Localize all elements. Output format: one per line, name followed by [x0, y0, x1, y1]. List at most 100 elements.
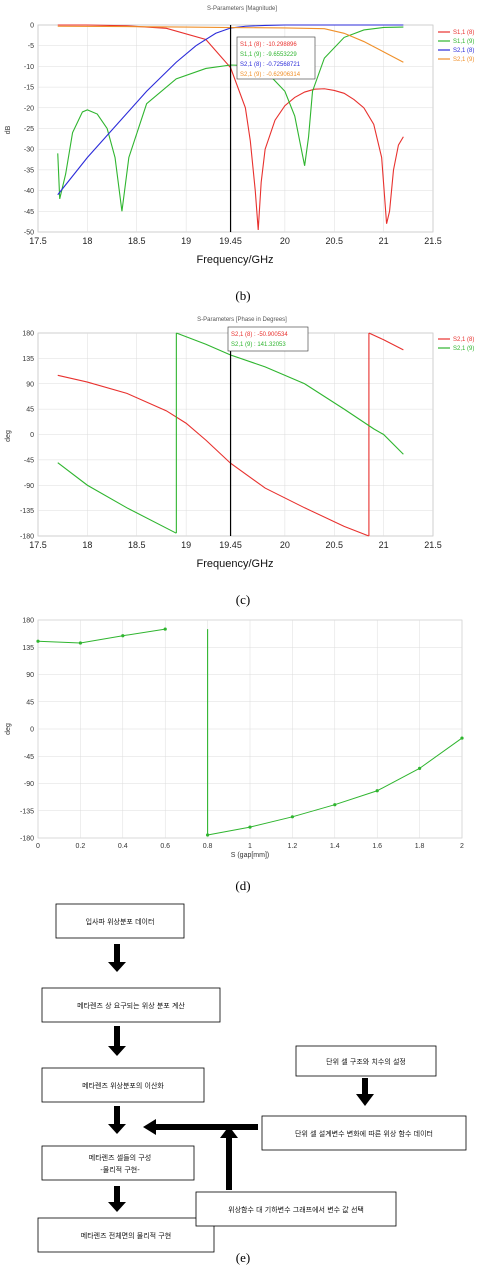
chart-d-x-ticks: 0 0.2 0.4 0.6 0.8 1 1.2 1.4 1.6 1.8 2	[36, 843, 464, 850]
d-x-tick-0: 0	[36, 843, 40, 850]
chart-b-title: S-Parameters [Magnitude]	[207, 6, 277, 12]
chart-b-caption: (b)	[235, 288, 250, 303]
b-x-tick-8: 21.5	[424, 236, 442, 246]
c-y-tick-5: -45	[24, 457, 34, 464]
d-x-tick-9: 1.8	[415, 843, 425, 850]
d-x-tick-3: 0.6	[160, 843, 170, 850]
flow-box-unit-cell-setup	[295, 1045, 437, 1077]
b-x-tick-1: 18	[82, 236, 92, 246]
b-y-tick-0: 0	[30, 23, 34, 30]
d-point-4	[206, 833, 210, 837]
d-y-tick-8: -180	[20, 836, 34, 843]
b-y-tick-5: -25	[24, 126, 34, 133]
chart-b-marker-label-4: S2,1 (9) : -0.62906314	[240, 72, 301, 78]
flow-box-phase-calc	[41, 987, 221, 1023]
d-point-3	[163, 627, 167, 631]
chart-d-series-group	[36, 627, 464, 837]
d-y-tick-5: -45	[24, 754, 34, 761]
flowchart: 입사파 위상분포 데이터 메타렌즈 상 요구되는 위상 분포 계산 메타렌즈 위…	[37, 903, 467, 1265]
chart-d-caption: (d)	[235, 878, 250, 893]
flow-box-discretize	[41, 1067, 205, 1103]
c-x-tick-7: 21	[379, 540, 389, 550]
b-legend-label-1: S1,1 (9)	[453, 39, 474, 45]
flow-text-phase-calc: 메타렌즈 상 요구되는 위상 분포 계산	[77, 1001, 185, 1010]
b-series-3	[57, 25, 404, 63]
c-x-tick-1: 18	[82, 540, 92, 550]
chart-c-y-label: deg	[5, 430, 12, 442]
flow-arrow-3	[108, 1106, 126, 1134]
d-x-tick-5: 1	[248, 843, 252, 850]
c-x-tick-0: 17.5	[29, 540, 47, 550]
d-x-tick-4: 0.8	[203, 843, 213, 850]
flow-text-variable-select: 위상함수 대 기하변수 그래프에서 변수 값 선택	[228, 1205, 364, 1214]
chart-c-caption: (c)	[236, 592, 250, 607]
d-x-tick-2: 0.4	[118, 843, 128, 850]
c-x-tick-8: 21.5	[424, 540, 442, 550]
b-x-tick-6: 20.5	[325, 236, 343, 246]
flow-text-phase-function-data: 단위 셀 설계변수 변화에 따른 위상 함수 데이터	[295, 1129, 433, 1138]
b-y-tick-8: -40	[24, 188, 34, 195]
b-y-tick-4: -20	[24, 105, 34, 112]
c-x-tick-2: 18.5	[128, 540, 146, 550]
d-x-tick-1: 0.2	[76, 843, 86, 850]
chart-b-marker-label-3: S2,1 (8) : -0.72568721	[240, 62, 301, 68]
c-legend-label-1: S2,1 (9)	[453, 346, 474, 352]
d-point-8	[375, 789, 379, 793]
b-y-tick-9: -45	[24, 209, 34, 216]
b-x-tick-4: 19.45	[219, 236, 242, 246]
d-x-tick-7: 1.4	[330, 843, 340, 850]
chart-c-x-ticks: 17.5 18 18.5 19 19.45 20 20.5 21 21.5	[29, 540, 442, 550]
flow-box-cell-composition	[41, 1145, 195, 1181]
d-x-tick-6: 1.2	[288, 843, 298, 850]
c-y-tick-4: 0	[30, 432, 34, 439]
b-series-2	[57, 24, 404, 196]
flow-text-unit-cell-setup: 단위 셀 구조와 치수의 설정	[326, 1057, 406, 1066]
b-x-tick-0: 17.5	[29, 236, 47, 246]
d-x-tick-10: 2	[460, 843, 464, 850]
flow-arrow-5	[356, 1078, 374, 1106]
flow-arrow-6	[143, 1119, 258, 1135]
chart-b-y-label: dB	[5, 125, 12, 134]
b-legend-label-0: S1,1 (8)	[453, 30, 474, 36]
d-y-tick-7: -135	[20, 808, 34, 815]
chart-b-x-label: Frequency/GHz	[196, 254, 273, 266]
c-x-tick-5: 20	[280, 540, 290, 550]
flow-arrow-2	[108, 1026, 126, 1056]
d-point-6	[290, 815, 294, 819]
d-point-2	[121, 634, 125, 638]
chart-c-marker-label-2: S2,1 (9) : 141.32053	[231, 342, 286, 348]
c-y-tick-1: 135	[22, 356, 34, 363]
b-series-1	[57, 26, 404, 212]
flow-text-incident-phase: 입사파 위상분포 데이터	[86, 917, 155, 926]
chart-d: 0 0.2 0.4 0.6 0.8 1 1.2 1.4 1.6 1.8 2 18013590450-…	[5, 618, 464, 894]
c-y-tick-7: -135	[20, 508, 34, 515]
flow-arrows	[108, 944, 374, 1212]
chart-b-marker-label-1: S1,1 (8) : -10.298896	[240, 42, 297, 48]
d-point-9	[418, 766, 422, 770]
d-y-tick-3: 45	[26, 699, 34, 706]
chart-c-x-label: Frequency/GHz	[196, 558, 273, 570]
chart-d-y-label: deg	[5, 723, 12, 735]
chart-b-x-ticks: 17.5 18 18.5 19 19.45 20 20.5 21 21.5	[29, 236, 442, 246]
d-point-0	[36, 639, 40, 643]
b-y-tick-2: -10	[24, 64, 34, 71]
c-series-1	[57, 332, 404, 534]
chart-c-y-ticks: 180 135 90 45 0 -45 -90 -135 -180	[20, 331, 34, 541]
b-x-tick-3: 19	[181, 236, 191, 246]
d-y-tick-4: 0	[30, 727, 34, 734]
chart-b-marker-label-2: S1,1 (9) : -9.6553229	[240, 52, 297, 58]
c-y-tick-2: 90	[26, 381, 34, 388]
c-x-tick-6: 20.5	[325, 540, 343, 550]
flow-text-cell-composition: 메타렌즈 셀들의 구성	[89, 1153, 151, 1162]
c-x-tick-4: 19.45	[219, 540, 242, 550]
b-legend-label-3: S2,1 (9)	[453, 57, 474, 63]
b-y-tick-7: -35	[24, 167, 34, 174]
d-point-5	[248, 825, 252, 829]
flow-text-discretize: 메타렌즈 위상분포의 이산화	[82, 1081, 164, 1090]
chart-b: S-Parameters [Magnitude] 17.5 18 18.5 19 19.…	[5, 6, 474, 303]
flow-text-cell-physical: -물리적 구현-	[100, 1165, 140, 1174]
flow-box-incident-phase	[55, 903, 185, 939]
flow-arrow-4	[108, 1186, 126, 1212]
flow-arrow-1	[108, 944, 126, 972]
